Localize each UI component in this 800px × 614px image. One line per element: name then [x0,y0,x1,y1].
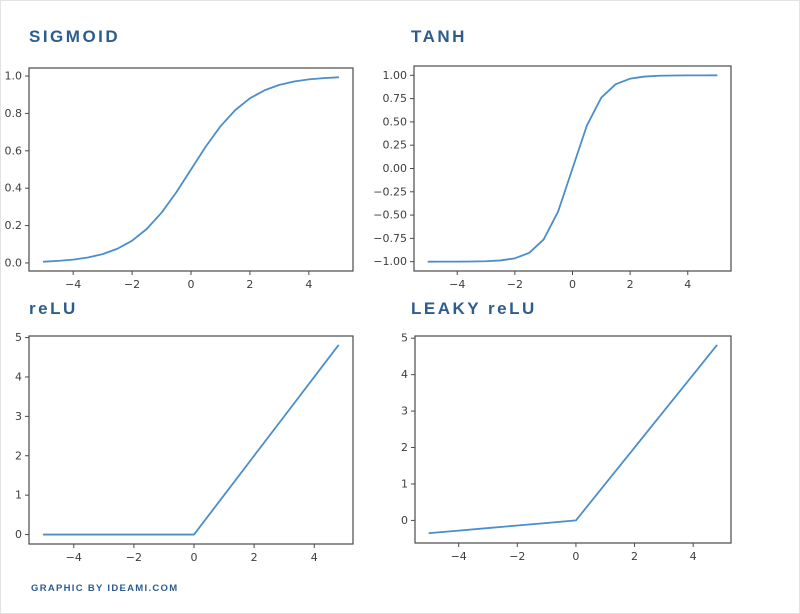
y-tick-label: 0.4 [5,182,23,195]
x-tick-label: 4 [305,278,312,291]
x-tick-label: 2 [631,550,638,563]
x-tick-label: −2 [126,551,142,564]
tanh-plot: −4 −2 0 2 4 1.00 0.75 0.50 0.25 0.00 −0.25 −0.50 −0.… [362,56,745,303]
y-tick-label: 0.6 [5,144,23,157]
x-tick-label: 2 [246,278,253,291]
y-tick-label: −0.50 [373,209,407,222]
tanh-chart-title: TANH [411,27,467,46]
sigmoid-plot-svg: −4 −2 0 2 4 0.0 0.2 0.4 0.6 0.8 1.0 [5,67,354,291]
y-tick-label: 0 [15,528,22,541]
tanh-curve [427,74,718,263]
x-tick-label: 0 [188,278,195,291]
sigmoid-plot: −4 −2 0 2 4 0.0 0.2 0.4 0.6 0.8 1.0 [1,58,367,303]
x-tick-label: −2 [509,550,525,563]
y-tick-label: 1.0 [5,70,23,83]
y-tick-label: 2 [15,449,22,462]
y-tick-label: 4 [15,370,22,383]
y-tick-label: 1 [15,489,22,502]
axes-box [414,335,732,544]
x-tick-label: 4 [684,278,691,291]
y-tick-label: 0.00 [383,162,408,175]
relu-chart-title: reLU [29,299,78,318]
y-tick-label: 1 [401,477,408,490]
sigmoid-curve [42,76,340,263]
x-tick-label: 4 [311,551,318,564]
relu-curve [42,344,340,536]
leaky_relu-curve [428,344,718,535]
y-tick-label: −0.25 [373,185,407,198]
leaky-relu-plot: −4 −2 0 2 4 0 1 2 3 4 5 [363,326,745,575]
y-tick-label: 0.2 [5,219,23,232]
y-tick-label: 5 [401,332,408,345]
relu-plot-svg: −4 −2 0 2 4 0 1 2 3 4 5 [15,331,354,564]
y-tick-label: 2 [401,441,408,454]
y-tick-label: 0.50 [383,115,408,128]
x-tick-label: 2 [627,278,634,291]
x-tick-label: −4 [449,278,465,291]
y-tick-label: 0.8 [5,107,23,120]
y-tick-label: 4 [401,368,408,381]
y-tick-label: 0.25 [383,139,408,152]
tanh-plot-svg: −4 −2 0 2 4 1.00 0.75 0.50 0.25 0.00 −0.25 −0.50 −0.… [373,65,732,291]
y-tick-label: 0.0 [5,256,23,269]
y-tick-label: 5 [15,331,22,344]
y-tick-label: 3 [401,405,408,418]
y-tick-label: 0.75 [383,92,408,105]
graphic-credit: GRAPHIC BY IDEAMI.COM [31,583,179,594]
x-tick-label: 0 [572,550,579,563]
x-tick-label: 2 [251,551,258,564]
x-tick-label: 0 [569,278,576,291]
y-tick-label: −0.75 [373,232,407,245]
y-tick-label: −1.00 [373,255,407,268]
relu-plot: −4 −2 0 2 4 0 1 2 3 4 5 [1,326,367,576]
axes-box [28,335,354,545]
x-tick-label: 0 [191,551,198,564]
y-tick-label: 1.00 [383,69,408,82]
sigmoid-chart-title: SIGMOID [29,27,121,46]
leaky-relu-chart-title: LEAKY reLU [411,299,537,318]
x-tick-label: −4 [65,278,81,291]
x-tick-label: −4 [451,550,467,563]
y-tick-label: 3 [15,410,22,423]
y-tick-label: 0 [401,514,408,527]
x-tick-label: −2 [124,278,140,291]
x-tick-label: −4 [66,551,82,564]
leaky_relu-plot-svg: −4 −2 0 2 4 0 1 2 3 4 5 [401,332,732,563]
x-tick-label: 4 [690,550,697,563]
x-tick-label: −2 [507,278,523,291]
